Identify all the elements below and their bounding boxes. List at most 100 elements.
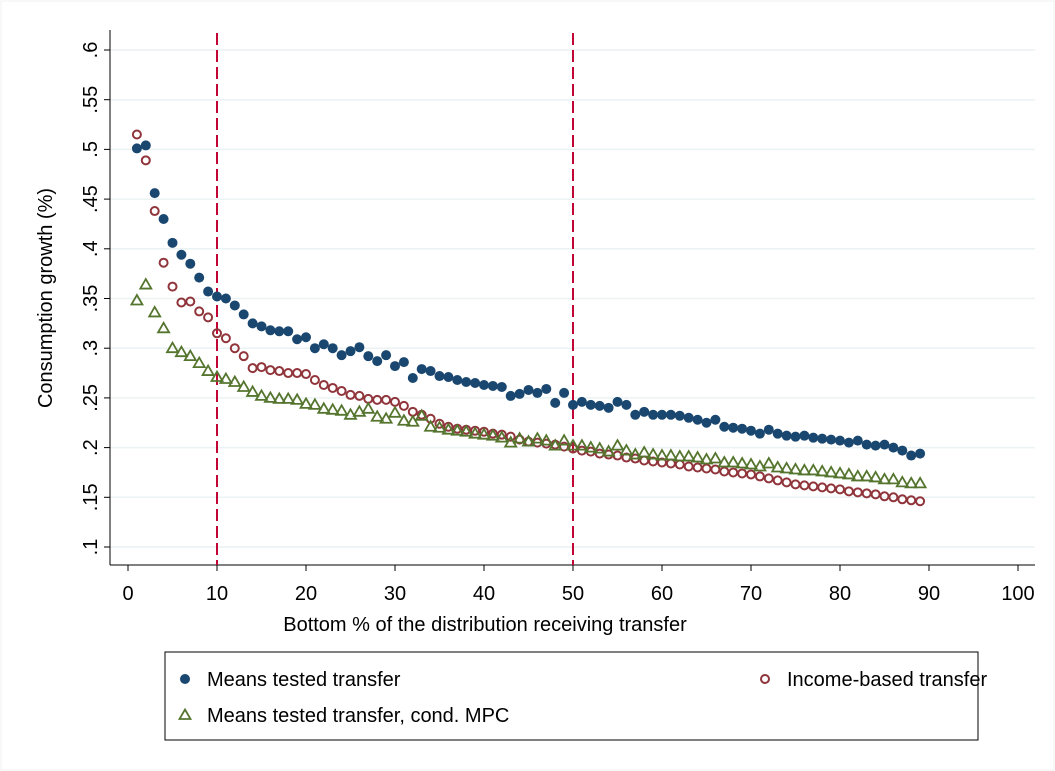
point [648, 409, 659, 420]
point [361, 401, 376, 414]
point [316, 401, 331, 414]
point [245, 384, 260, 397]
point [576, 396, 587, 407]
point [779, 461, 794, 474]
point [459, 424, 474, 437]
point [708, 451, 723, 464]
point [530, 431, 545, 444]
point [292, 334, 303, 345]
point [167, 237, 178, 248]
point [192, 355, 207, 369]
point [238, 309, 249, 320]
point [897, 445, 908, 456]
point [806, 463, 821, 476]
point [541, 383, 552, 394]
point [877, 472, 892, 485]
point [568, 399, 578, 410]
point [850, 469, 865, 482]
point [754, 428, 765, 439]
point [227, 374, 242, 387]
point [915, 448, 926, 459]
point [194, 272, 205, 283]
point [505, 390, 516, 401]
point [601, 444, 616, 457]
point [309, 375, 320, 386]
y-tick-label: .25 [80, 384, 102, 412]
point [185, 296, 196, 307]
point [138, 277, 153, 290]
point [336, 350, 347, 361]
point [432, 420, 447, 433]
point [646, 447, 661, 460]
point [815, 464, 830, 477]
point [370, 409, 385, 422]
point [521, 434, 536, 447]
point [888, 442, 899, 453]
point [390, 361, 400, 372]
point [318, 379, 329, 390]
point [334, 403, 349, 416]
point [770, 460, 785, 473]
point [772, 475, 783, 486]
point [710, 414, 721, 425]
point [461, 376, 472, 387]
point [612, 396, 623, 407]
point [888, 492, 899, 503]
y-tick-label: .55 [80, 86, 102, 114]
point [654, 448, 670, 461]
point [637, 445, 652, 458]
point [843, 437, 854, 448]
point [274, 366, 285, 377]
x-tick-label: 40 [473, 583, 495, 605]
point [140, 155, 151, 166]
x-tick-label: 20 [295, 583, 317, 605]
point [256, 321, 267, 332]
point [236, 379, 251, 392]
point [754, 471, 765, 482]
point [405, 414, 420, 427]
point [425, 366, 436, 377]
point [452, 375, 463, 386]
legend-box [164, 651, 979, 741]
point [592, 441, 607, 454]
x-tick-label: 90 [918, 583, 940, 605]
point [683, 412, 694, 423]
point [886, 472, 901, 485]
point [265, 325, 276, 336]
y-tick-label: .5 [80, 141, 102, 158]
legend-marker [180, 674, 190, 684]
point [503, 435, 518, 448]
point [434, 418, 445, 429]
point [574, 438, 589, 451]
point [859, 469, 874, 482]
point [336, 385, 347, 396]
point [387, 405, 403, 418]
point [746, 469, 756, 480]
x-tick-label: 70 [740, 583, 762, 605]
point [550, 397, 561, 408]
point [728, 422, 739, 433]
point [354, 390, 365, 401]
y-tick-label: .6 [80, 42, 102, 59]
point [203, 286, 214, 297]
point [835, 484, 845, 495]
point [532, 387, 543, 398]
point [434, 371, 445, 382]
point [808, 432, 819, 443]
point [743, 457, 759, 470]
point [229, 300, 240, 311]
legend-label: Income-based transfer [787, 669, 987, 691]
point [797, 463, 812, 476]
point [494, 430, 509, 443]
point [398, 400, 409, 411]
point [263, 390, 278, 403]
x-tick-label: 10 [206, 583, 228, 605]
y-tick-label: .2 [80, 439, 102, 456]
point [817, 433, 828, 444]
point [158, 257, 169, 268]
point [209, 369, 225, 382]
point [906, 450, 917, 461]
point [835, 435, 845, 446]
point [301, 369, 311, 380]
point [327, 343, 338, 354]
